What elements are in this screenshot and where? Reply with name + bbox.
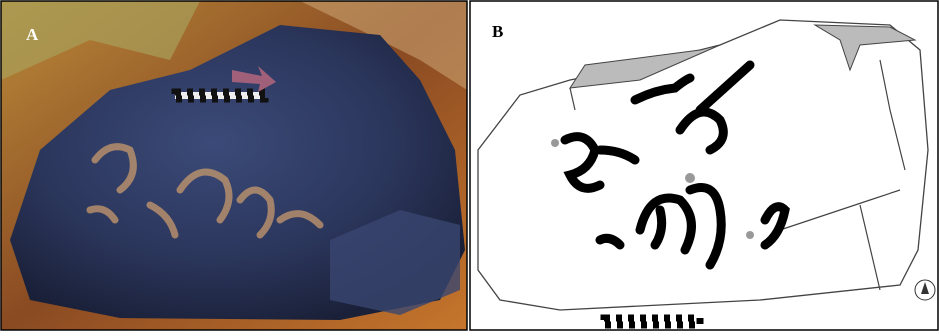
scale-bar	[604, 318, 700, 325]
shaded-dot	[746, 231, 754, 239]
page: A B (() => { const data = JSON.parse(doc…	[0, 0, 939, 331]
panel-a: A	[1, 1, 467, 330]
panel-b: B	[470, 1, 938, 330]
panel-label: A	[26, 25, 39, 44]
shaded-dot	[685, 173, 695, 183]
scale-bar	[175, 92, 265, 99]
panel-label: B	[492, 22, 503, 41]
shaded-dot	[551, 139, 559, 147]
figure: A B	[0, 0, 939, 331]
